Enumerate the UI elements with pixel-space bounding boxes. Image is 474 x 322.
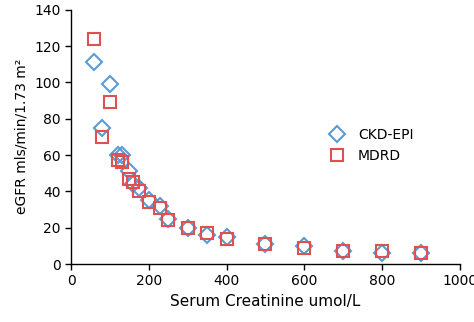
Y-axis label: eGFR mls/min/1.73 m²: eGFR mls/min/1.73 m² <box>15 59 29 214</box>
Legend: CKD-EPI, MDRD: CKD-EPI, MDRD <box>319 123 418 167</box>
X-axis label: Serum Creatinine umol/L: Serum Creatinine umol/L <box>170 294 361 309</box>
